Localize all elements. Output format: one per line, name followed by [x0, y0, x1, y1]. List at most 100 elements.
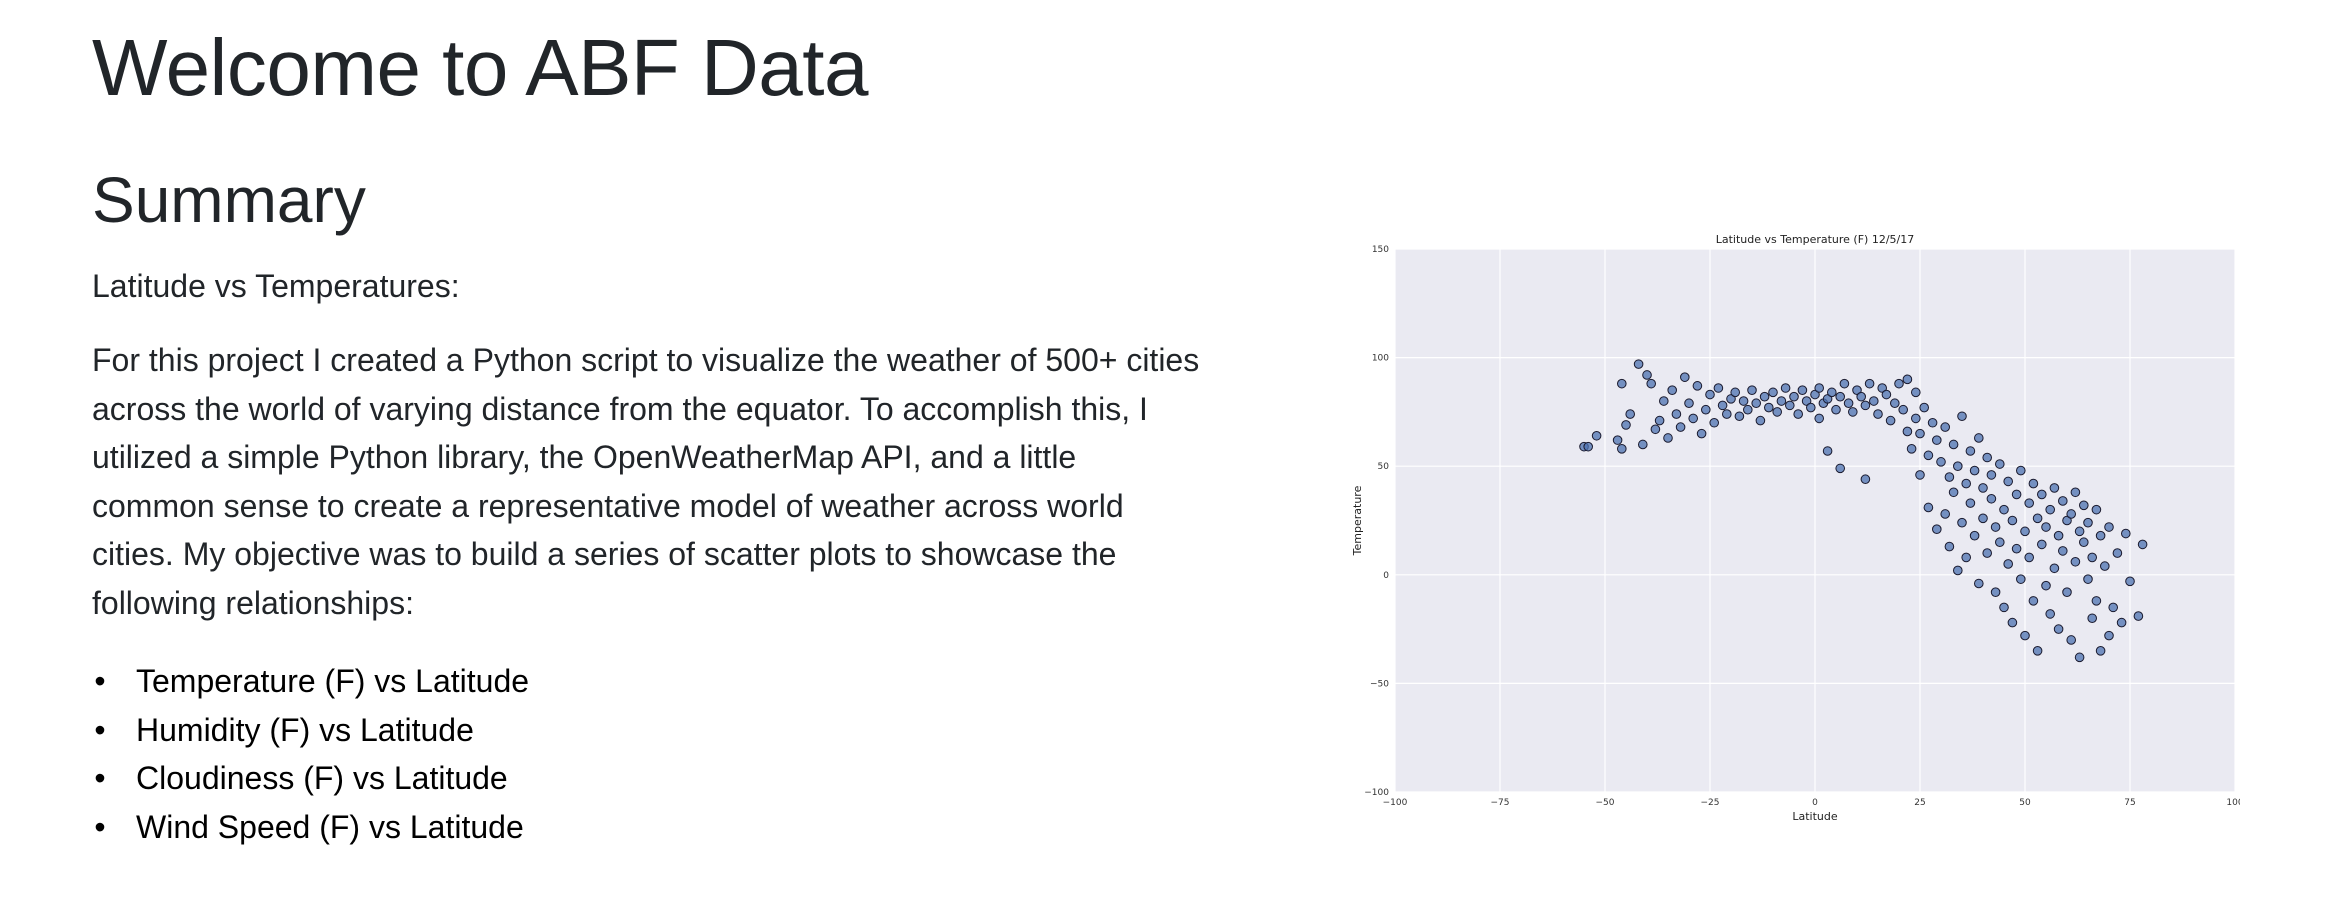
x-tick-label: −25 — [1701, 798, 1720, 808]
x-tick-label: 0 — [1812, 798, 1818, 808]
data-point — [1705, 389, 1715, 400]
data-point — [2028, 596, 2039, 606]
data-point — [1591, 430, 1602, 441]
data-point — [1860, 400, 1871, 411]
data-point — [2095, 646, 2106, 656]
data-point — [1642, 370, 1652, 380]
data-point — [1806, 402, 1816, 413]
data-point — [1982, 452, 1993, 463]
data-point — [1822, 446, 1833, 456]
data-point — [2108, 602, 2119, 613]
data-point — [2007, 617, 2018, 628]
data-point — [2083, 517, 2093, 528]
data-point — [2058, 546, 2068, 556]
data-point — [1978, 483, 1988, 493]
data-point — [2032, 513, 2043, 524]
data-point — [2070, 556, 2081, 567]
data-point — [1768, 387, 1778, 398]
data-point — [1638, 439, 1648, 450]
data-point — [1932, 524, 1942, 534]
data-point — [2070, 487, 2081, 498]
data-point — [1990, 587, 2001, 597]
data-point — [2137, 539, 2148, 550]
data-point — [2045, 609, 2056, 619]
data-point — [2079, 500, 2089, 511]
data-point — [1747, 385, 1757, 395]
data-point — [1953, 565, 1963, 576]
data-point — [1978, 513, 1988, 524]
data-point — [2049, 483, 2060, 493]
data-point — [2133, 611, 2144, 621]
y-tick-label: −50 — [1370, 679, 1389, 689]
data-point — [1680, 372, 1690, 382]
data-point — [1772, 407, 1783, 417]
data-point — [1684, 398, 1694, 409]
data-point — [1927, 417, 1938, 428]
summary-paragraph: For this project I created a Python scri… — [92, 342, 1200, 621]
data-point — [1696, 428, 1707, 439]
list-item: • Cloudiness (F) vs Latitude — [92, 754, 529, 803]
data-point — [2087, 613, 2098, 624]
data-point — [1864, 378, 1875, 389]
data-point — [1940, 509, 1951, 519]
data-point — [2037, 489, 2047, 500]
data-point — [2066, 635, 2077, 645]
data-point — [1902, 426, 1913, 437]
data-point — [1814, 383, 1825, 393]
data-point — [1974, 578, 1984, 589]
data-point — [2003, 559, 2014, 569]
data-point — [1625, 409, 1636, 419]
summary-heading: Summary — [92, 164, 366, 236]
scatter-chart: Latitude vs Temperature (F) 12/5/17 −100… — [1351, 233, 2240, 823]
data-point — [1659, 396, 1669, 406]
data-point — [2104, 630, 2114, 641]
y-tick-label: 150 — [1372, 245, 1389, 255]
data-point — [1717, 400, 1728, 411]
list-item-label: Humidity (F) vs Latitude — [136, 711, 474, 748]
data-point — [2041, 522, 2051, 532]
data-point — [1982, 548, 1993, 558]
data-point — [1856, 391, 1867, 402]
data-point — [1990, 522, 2001, 532]
data-point — [1709, 417, 1720, 428]
data-point — [1831, 404, 1841, 415]
data-point — [2020, 630, 2030, 641]
data-point — [2066, 509, 2077, 519]
data-point — [1932, 435, 1942, 445]
data-point — [1617, 378, 1627, 389]
data-point — [1869, 396, 1879, 406]
data-point — [2087, 552, 2098, 563]
data-point — [1995, 537, 2005, 548]
data-point — [2016, 465, 2026, 476]
data-point — [1671, 409, 1682, 419]
data-point — [1835, 463, 1846, 474]
y-tick-label: −100 — [1364, 788, 1389, 798]
data-point — [1814, 413, 1825, 424]
list-item-label: Cloudiness (F) vs Latitude — [136, 760, 508, 796]
data-point — [1759, 391, 1770, 402]
data-point — [1776, 396, 1787, 406]
data-point — [2074, 526, 2085, 537]
data-point — [1789, 391, 1799, 402]
data-point — [1688, 413, 1699, 424]
data-point — [1911, 387, 1921, 398]
data-point — [2011, 543, 2022, 554]
data-point — [1583, 441, 1594, 452]
data-point — [1751, 398, 1762, 409]
data-point — [1797, 385, 1808, 395]
data-point — [1764, 402, 1774, 413]
x-tick-label: −100 — [1383, 798, 1408, 808]
x-tick-label: −75 — [1491, 798, 1510, 808]
data-point — [1722, 409, 1732, 419]
data-point — [1827, 387, 1837, 398]
data-point — [1906, 444, 1917, 454]
scatter-chart-image: Latitude vs Temperature (F) 12/5/17 −100… — [1320, 225, 2240, 835]
data-point — [2125, 576, 2135, 587]
data-point — [1835, 391, 1846, 402]
data-point — [2112, 548, 2123, 558]
data-point — [1617, 444, 1627, 454]
data-point — [2024, 552, 2035, 563]
data-point — [2016, 574, 2026, 584]
y-tick-label: 0 — [1383, 571, 1389, 581]
x-tick-label: 25 — [1914, 798, 1925, 808]
